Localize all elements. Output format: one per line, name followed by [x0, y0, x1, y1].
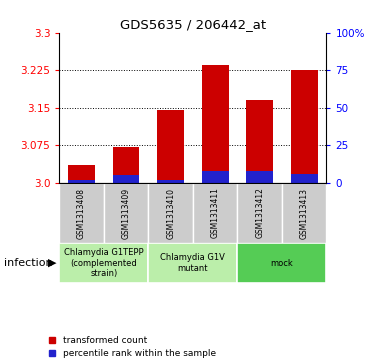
- Bar: [113, 147, 139, 183]
- FancyBboxPatch shape: [59, 183, 104, 243]
- Text: ▶: ▶: [48, 258, 57, 268]
- Text: Chlamydia G1V
mutant: Chlamydia G1V mutant: [161, 253, 225, 273]
- Text: GSM1313410: GSM1313410: [166, 188, 175, 238]
- Bar: [113, 175, 139, 183]
- Bar: [157, 180, 184, 183]
- Bar: [68, 180, 95, 183]
- Bar: [291, 174, 318, 183]
- Text: Chlamydia G1TEPP
(complemented
strain): Chlamydia G1TEPP (complemented strain): [64, 248, 144, 278]
- Bar: [68, 166, 95, 183]
- Bar: [202, 171, 229, 183]
- Bar: [157, 110, 184, 183]
- Legend: transformed count, percentile rank within the sample: transformed count, percentile rank withi…: [49, 336, 216, 359]
- Bar: [246, 171, 273, 183]
- Title: GDS5635 / 206442_at: GDS5635 / 206442_at: [120, 19, 266, 32]
- FancyBboxPatch shape: [148, 243, 237, 283]
- Text: GSM1313413: GSM1313413: [300, 188, 309, 238]
- FancyBboxPatch shape: [237, 243, 326, 283]
- Text: GSM1313408: GSM1313408: [77, 188, 86, 238]
- Text: GSM1313412: GSM1313412: [255, 188, 264, 238]
- Bar: [202, 65, 229, 183]
- FancyBboxPatch shape: [59, 243, 148, 283]
- Text: GSM1313411: GSM1313411: [211, 188, 220, 238]
- Text: mock: mock: [270, 258, 293, 268]
- FancyBboxPatch shape: [237, 183, 282, 243]
- FancyBboxPatch shape: [104, 183, 148, 243]
- Text: infection: infection: [4, 258, 52, 268]
- FancyBboxPatch shape: [282, 183, 326, 243]
- Text: GSM1313409: GSM1313409: [122, 187, 131, 238]
- Bar: [291, 70, 318, 183]
- FancyBboxPatch shape: [148, 183, 193, 243]
- FancyBboxPatch shape: [193, 183, 237, 243]
- Bar: [246, 100, 273, 183]
